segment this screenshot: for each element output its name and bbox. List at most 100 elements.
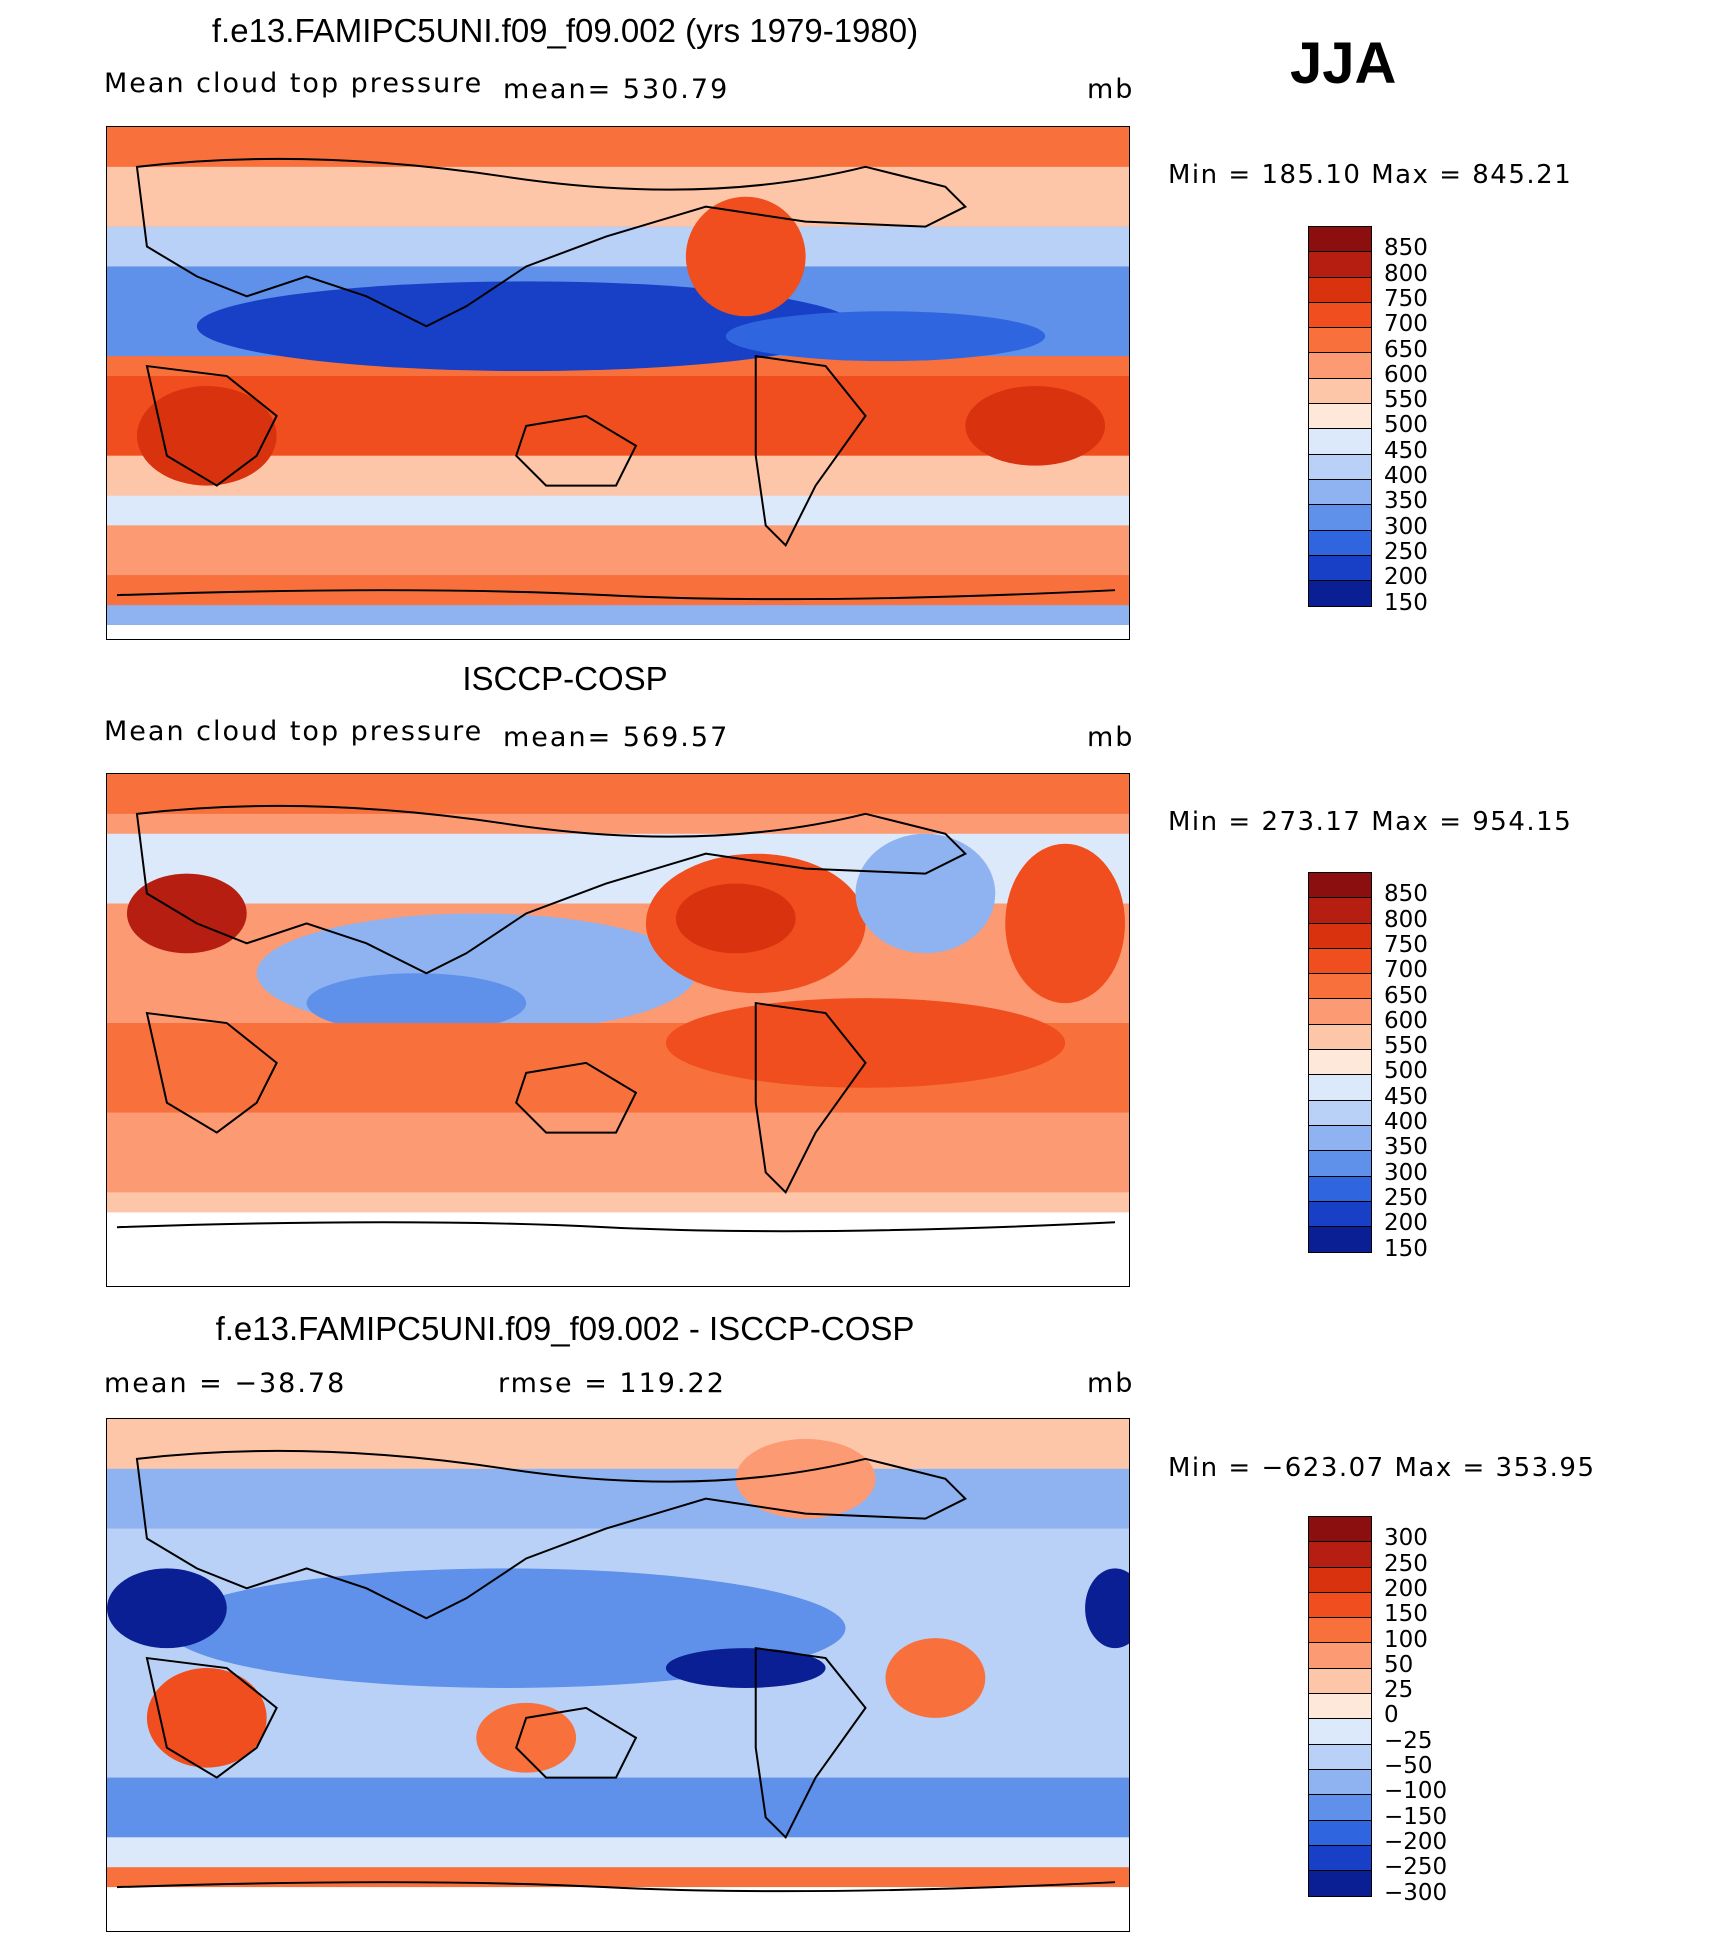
panel-1-map — [106, 126, 1130, 640]
colorbar-tick-label: 450 — [1384, 1083, 1428, 1110]
colorbar-segment — [1309, 873, 1371, 899]
colorbar-tick-label: 500 — [1384, 412, 1428, 439]
colorbar-segment — [1309, 581, 1371, 607]
colorbar-tick-label: 400 — [1384, 463, 1428, 490]
colorbar-segment — [1309, 923, 1371, 949]
colorbar-segment — [1309, 1668, 1371, 1695]
colorbar-tick-label: 850 — [1384, 235, 1428, 262]
colorbar-tick-label: 750 — [1384, 931, 1428, 958]
colorbar-tick-label: 0 — [1384, 1702, 1399, 1729]
colorbar-tick-label: 150 — [1384, 1601, 1428, 1628]
colorbar-tick-label: 450 — [1384, 437, 1428, 464]
colorbar-tick-label: 550 — [1384, 1033, 1428, 1060]
colorbar-segment — [1309, 378, 1371, 405]
colorbar-tick-label: 600 — [1384, 361, 1428, 388]
colorbar-segment — [1309, 1845, 1371, 1872]
colorbar-tick-label: 550 — [1384, 387, 1428, 414]
colorbar-segment — [1309, 1050, 1371, 1076]
colorbar-box — [1308, 1516, 1372, 1898]
colorbar-tick-label: 150 — [1384, 1235, 1428, 1262]
colorbar-segment — [1309, 277, 1371, 303]
colorbar-segment — [1309, 404, 1371, 430]
colorbar-segment — [1309, 1719, 1371, 1745]
colorbar-tick-label: 300 — [1384, 513, 1428, 540]
panel-1-map-svg — [107, 127, 1129, 639]
colorbar-tick-label: 800 — [1384, 906, 1428, 933]
colorbar-segment — [1309, 1820, 1371, 1846]
colorbar-tick-label: 200 — [1384, 1210, 1428, 1237]
colorbar-segment — [1309, 1567, 1371, 1593]
colorbar-tick-label: 100 — [1384, 1626, 1428, 1653]
colorbar-tick-label: −200 — [1384, 1828, 1448, 1855]
panel-2-map-svg — [107, 774, 1129, 1286]
panel-1-variable-label: Mean cloud top pressure — [104, 68, 484, 99]
panel-1-units: mb — [1087, 74, 1135, 105]
colorbar-tick-label: 350 — [1384, 488, 1428, 515]
colorbar-segment — [1309, 1694, 1371, 1720]
panel-2-minmax: Min = 273.17 Max = 954.15 — [1168, 807, 1573, 837]
colorbar-tick-label: −250 — [1384, 1854, 1448, 1881]
colorbar-tick-label: 200 — [1384, 1575, 1428, 1602]
panel-3-rmse-label: rmse = 119.22 — [498, 1368, 726, 1399]
colorbar-box — [1308, 226, 1372, 608]
colorbar-tick-label: −150 — [1384, 1803, 1448, 1830]
colorbar-tick-label: 700 — [1384, 311, 1428, 338]
colorbar-segment — [1309, 1517, 1371, 1543]
colorbar-tick-label: 850 — [1384, 881, 1428, 908]
colorbar-tick-label: −300 — [1384, 1879, 1448, 1906]
panel-2-variable-label: Mean cloud top pressure — [104, 716, 484, 747]
colorbar-segment — [1309, 353, 1371, 379]
colorbar-tick-label: 700 — [1384, 957, 1428, 984]
season-label: JJA — [1290, 31, 1397, 96]
colorbar-tick-label: 300 — [1384, 1525, 1428, 1552]
panel-2-units: mb — [1087, 722, 1135, 753]
colorbar-segment — [1309, 1643, 1371, 1669]
colorbar-segment — [1309, 1100, 1371, 1126]
colorbar-tick-label: −100 — [1384, 1778, 1448, 1805]
colorbar-segment — [1309, 1125, 1371, 1152]
colorbar-segment — [1309, 1542, 1371, 1568]
panel-1-mean-label: mean= 530.79 — [503, 74, 730, 105]
colorbar-segment — [1309, 948, 1371, 975]
colorbar-segment — [1309, 1618, 1371, 1644]
colorbar-tick-label: 500 — [1384, 1058, 1428, 1085]
colorbar-segment — [1309, 1744, 1371, 1770]
colorbar-segment — [1309, 1024, 1371, 1051]
colorbar-segment — [1309, 429, 1371, 455]
colorbar-segment — [1309, 1769, 1371, 1796]
colorbar-tick-label: 250 — [1384, 1550, 1428, 1577]
colorbar-segment — [1309, 999, 1371, 1025]
panel-3-minmax: Min = −623.07 Max = 353.95 — [1168, 1453, 1596, 1483]
panel-2-map — [106, 773, 1130, 1287]
colorbar-segment — [1309, 1227, 1371, 1253]
colorbar-tick-label: 150 — [1384, 589, 1428, 616]
colorbar-segment — [1309, 328, 1371, 354]
colorbar-tick-label: 250 — [1384, 1184, 1428, 1211]
colorbar-tick-label: 800 — [1384, 260, 1428, 287]
colorbar-segment — [1309, 505, 1371, 531]
colorbar-segment — [1309, 530, 1371, 556]
colorbar-segment — [1309, 1075, 1371, 1101]
colorbar-tick-label: 200 — [1384, 564, 1428, 591]
colorbar-segment — [1309, 227, 1371, 253]
colorbar-tick-label: −25 — [1384, 1727, 1433, 1754]
colorbar-tick-label: 25 — [1384, 1677, 1414, 1704]
panel-3-title: f.e13.FAMIPC5UNI.f09_f09.002 - ISCCP-COS… — [215, 1310, 915, 1347]
colorbar-tick-label: 350 — [1384, 1134, 1428, 1161]
colorbar-tick-label: 300 — [1384, 1159, 1428, 1186]
colorbar-segment — [1309, 1592, 1371, 1619]
colorbar-segment — [1309, 974, 1371, 1000]
colorbar-segment — [1309, 555, 1371, 582]
colorbar-segment — [1309, 479, 1371, 506]
colorbar-segment — [1309, 1795, 1371, 1821]
colorbar-segment — [1309, 252, 1371, 278]
panel-2-mean-label: mean= 569.57 — [503, 722, 730, 753]
colorbar-segment — [1309, 1151, 1371, 1177]
colorbar-tick-label: 600 — [1384, 1007, 1428, 1034]
colorbar-tick-label: 650 — [1384, 336, 1428, 363]
colorbar-tick-label: 250 — [1384, 538, 1428, 565]
colorbar-segment — [1309, 1201, 1371, 1228]
colorbar-tick-label: −50 — [1384, 1753, 1433, 1780]
panel-1-title: f.e13.FAMIPC5UNI.f09_f09.002 (yrs 1979-1… — [211, 12, 919, 49]
colorbar-segment — [1309, 302, 1371, 329]
